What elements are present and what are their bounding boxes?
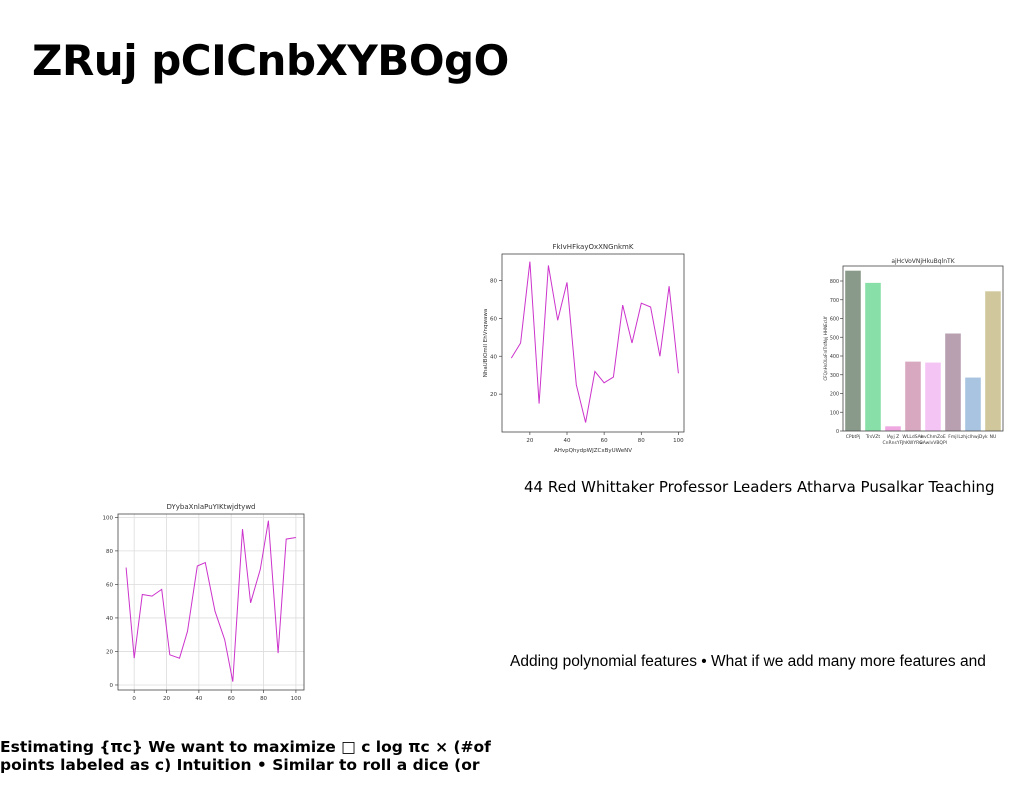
x-tick-label: LzhjclhwjDyk — [958, 434, 988, 440]
x-axis-label: AHvpQhydpWJZCxByUWeNV — [554, 448, 632, 454]
caption-top: 44 Red Whittaker Professor Leaders Athar… — [524, 478, 995, 496]
bar — [945, 333, 961, 431]
x-tick-label: 0 — [132, 696, 136, 702]
bar — [885, 426, 901, 431]
bar — [905, 361, 921, 431]
bar — [925, 362, 941, 431]
x-tick-label: 60 — [228, 696, 235, 702]
bar — [865, 282, 881, 431]
x-tick-label: TrsVZt — [865, 434, 880, 440]
y-tick-label: 80 — [490, 279, 497, 285]
x-tick-label: wvChmZoE — [920, 434, 946, 440]
bar — [985, 291, 1001, 431]
y-axis-label: NhaUBiOmII EhVnqwawa — [483, 309, 489, 377]
x-tick-label: 20 — [163, 696, 170, 702]
y-axis-label: CFQnHsOLoFnITrdNyj HHNEcUf — [823, 316, 828, 381]
y-tick-label: 40 — [490, 354, 497, 360]
x-tick-label: 60 — [601, 438, 608, 444]
plot-frame — [117, 513, 305, 691]
x-tick-label: 40 — [195, 696, 202, 702]
x-tick-label: 40 — [564, 438, 571, 444]
y-tick-label: 20 — [106, 649, 113, 655]
x-tick-label: WLLdSAh — [902, 434, 923, 440]
x-tick-label: 100 — [291, 696, 302, 702]
y-tick-label: 100 — [103, 515, 114, 521]
y-tick-label: 40 — [106, 616, 113, 622]
chart-title: FkIvHFkayOxXNGnkmK — [553, 243, 634, 251]
y-tick-label: 60 — [106, 582, 113, 588]
y-tick-label: 600 — [830, 317, 839, 323]
line-chart-top: FkIvHFkayOxXNGnkmK 20 40 60 80 100 20 40 60 80 AHv… — [476, 238, 692, 460]
bar — [845, 270, 861, 431]
bar-chart: ajHcVoVNjHkuBqlnTK CPbtPj TrsVZt lAyj Z CnRn… — [818, 252, 1008, 452]
x-tick-label: 80 — [638, 438, 645, 444]
body-text: Estimating {πc} We want to maximize □ c … — [0, 738, 520, 774]
y-tick-label: 20 — [490, 392, 497, 398]
plot-frame — [501, 253, 685, 433]
caption-bottom: Adding polynomial features • What if we … — [510, 653, 986, 670]
y-tick-label: 700 — [830, 298, 839, 304]
y-tick-label: 400 — [830, 354, 839, 360]
plot-frame — [842, 265, 1004, 432]
y-tick-label: 80 — [106, 549, 113, 555]
y-tick-label: 0 — [110, 683, 114, 689]
x-tick-label: CPbtPj — [846, 434, 860, 440]
y-tick-label: 500 — [830, 335, 839, 341]
slide-title: ZRuj pCICnbXYBOgO — [32, 36, 509, 85]
chart-title: DYybaXnlaPuYIKtwjdtywd — [166, 503, 255, 511]
series-line — [510, 261, 679, 423]
x-tick-label: NU — [990, 434, 997, 440]
bar — [965, 377, 981, 431]
x-tick-label: lAyj Z — [887, 434, 899, 440]
y-tick-label: 300 — [830, 373, 839, 379]
line-chart-bottom: DYybaXnlaPuYIKtwjdtywd 0 20 40 60 80 100 0 20 40 6… — [100, 498, 310, 706]
body-line-2: points labeled as c) Intuition • Similar… — [0, 756, 480, 774]
x-tick-label: 20 — [526, 438, 533, 444]
y-tick-label: 60 — [490, 316, 497, 322]
x-tick-label: 80 — [260, 696, 267, 702]
x-tick-label: Fmjl — [948, 434, 957, 440]
x-tick-label: hKWYRG — [903, 440, 923, 446]
x-tick-label: 100 — [673, 438, 684, 444]
body-line-1: Estimating {πc} We want to maximize □ c … — [0, 738, 491, 756]
y-tick-label: 100 — [830, 410, 839, 416]
y-tick-label: 800 — [830, 279, 839, 285]
x-tick-label: CnRnsYFJ — [883, 440, 904, 446]
series-line — [125, 520, 296, 682]
y-tick-label: 200 — [830, 392, 839, 398]
chart-title: ajHcVoVNjHkuBqlnTK — [891, 258, 955, 265]
y-tick-label: 0 — [836, 429, 839, 435]
x-tick-label: wAwlvVBQPl — [919, 440, 947, 446]
